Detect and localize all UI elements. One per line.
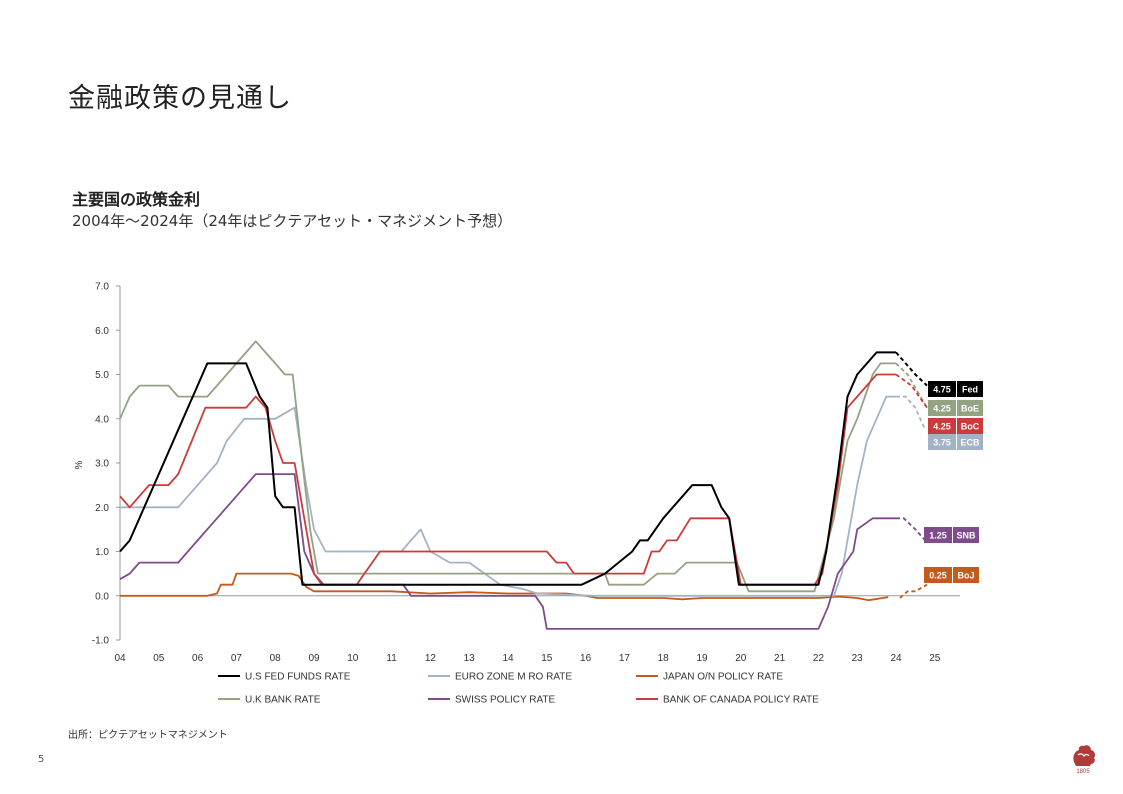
y-tick-label: 1.0 [95,547,109,558]
legend-label-boc: BANK OF CANADA POLICY RATE [663,695,819,706]
x-tick-label: 06 [192,653,204,664]
chart-legend: U.S FED FUNDS RATE EURO ZONE M RO RATE JAP… [218,672,819,706]
end-label-value-snb: 1.25 [929,531,947,541]
end-label-value-fed: 4.75 [933,385,951,395]
x-tick-label: 16 [580,653,592,664]
series-line-boe [119,340,896,593]
end-label-name-box-boj [953,567,979,583]
end-label-name-box-fed [957,381,983,397]
series-line-boj [120,572,889,602]
legend-label-boe: U.K BANK RATE [245,695,321,706]
x-tick-label: 07 [231,653,243,664]
x-tick-label: 05 [153,653,165,664]
x-tick-label: 19 [696,653,708,664]
end-label-name-boc: BoC [961,422,980,432]
x-tick-label: 14 [502,653,514,664]
page-number: 5 [38,754,45,765]
end-label-name-box-snb [953,527,979,543]
company-logo: 1805 [1073,745,1095,774]
page-title: 金融政策の見通し [68,83,292,114]
x-tick-label: 20 [735,653,747,664]
y-tick-label: 0.0 [95,591,109,602]
x-tick-label: 18 [658,653,670,664]
series-line-boc [119,373,896,586]
series-forecast-snb [896,517,926,541]
y-tick-label: 5.0 [95,370,109,381]
series-forecast-fed [895,351,928,387]
end-label-value-box-snb [924,527,952,543]
end-label-name-boj: BoJ [957,571,974,581]
end-label-name-ecb: ECB [960,438,980,448]
series-line-fed [119,351,896,586]
x-tick-label: 11 [386,653,397,664]
chart-axes: 7.0 6.0 5.0 4.0 3.0 2.0 1.0 0.0 -1.0% 04 05 06 07 08 0… [74,282,960,664]
legend-label-fed: U.S FED FUNDS RATE [245,672,351,683]
logo-year: 1805 [1076,769,1090,774]
x-tick-label: 23 [852,653,864,664]
chart-title: 主要国の政策金利 [72,190,201,209]
series-forecast-boj [899,583,928,599]
x-tick-label: 13 [464,653,476,664]
end-label-name-boe: BoE [961,404,979,414]
y-tick-label: 3.0 [95,459,109,470]
legend-label-snb: SWISS POLICY RATE [455,695,556,706]
y-axis-label: % [74,460,85,469]
x-tick-label: 12 [425,653,437,664]
x-tick-label: 25 [929,653,941,664]
legend-label-boj: JAPAN O/N POLICY RATE [663,672,783,683]
x-tick-label: 22 [813,653,825,664]
x-tick-label: 17 [619,653,631,664]
end-label-name-box-boe [957,400,983,416]
series-forecast-boe [895,362,928,409]
end-label-value-box-boc [928,418,956,434]
y-tick-label: 7.0 [95,282,109,293]
x-tick-label: 24 [890,653,902,664]
series-forecast-boc [895,373,928,409]
series-forecast-ecb [896,395,926,431]
end-label-name-snb: SNB [956,531,976,541]
end-label-value-boj: 0.25 [929,571,947,581]
x-tick-label: 04 [114,653,126,664]
legend-label-ecb: EURO ZONE M RO RATE [455,672,572,683]
end-label-value-box-ecb [928,434,956,450]
x-tick-label: 10 [347,653,359,664]
y-tick-label: 6.0 [95,326,109,337]
chart-subtitle: 2004年～2024年（24年はピクテアセット・マネジメント予想） [72,212,513,230]
end-label-value-ecb: 3.75 [933,438,951,448]
x-tick-label: 15 [541,653,553,664]
y-tick-label: 4.0 [95,414,109,425]
end-label-value-box-boe [928,400,956,416]
x-tick-label: 09 [308,653,320,664]
end-label-value-boe: 4.25 [933,404,951,414]
end-label-value-box-boj [924,567,952,583]
end-label-name-fed: Fed [962,385,978,395]
end-label-name-box-ecb [957,434,983,450]
x-tick-label: 08 [270,653,282,664]
source-note: 出所：ピクテアセットマネジメント [68,730,228,741]
y-tick-label: 2.0 [95,503,109,514]
x-tick-label: 21 [774,653,786,664]
end-label-name-box-boc [957,418,983,434]
chart-end-labels: 4.75 Fed 4.25 BoE 4.25 BoC 3.75 ECB 1.25 SNB 0.25 B… [924,381,983,583]
end-label-value-box-fed [928,381,956,397]
chart-lines [119,340,928,630]
end-label-value-boc: 4.25 [933,422,951,432]
y-tick-label: -1.0 [92,636,110,647]
